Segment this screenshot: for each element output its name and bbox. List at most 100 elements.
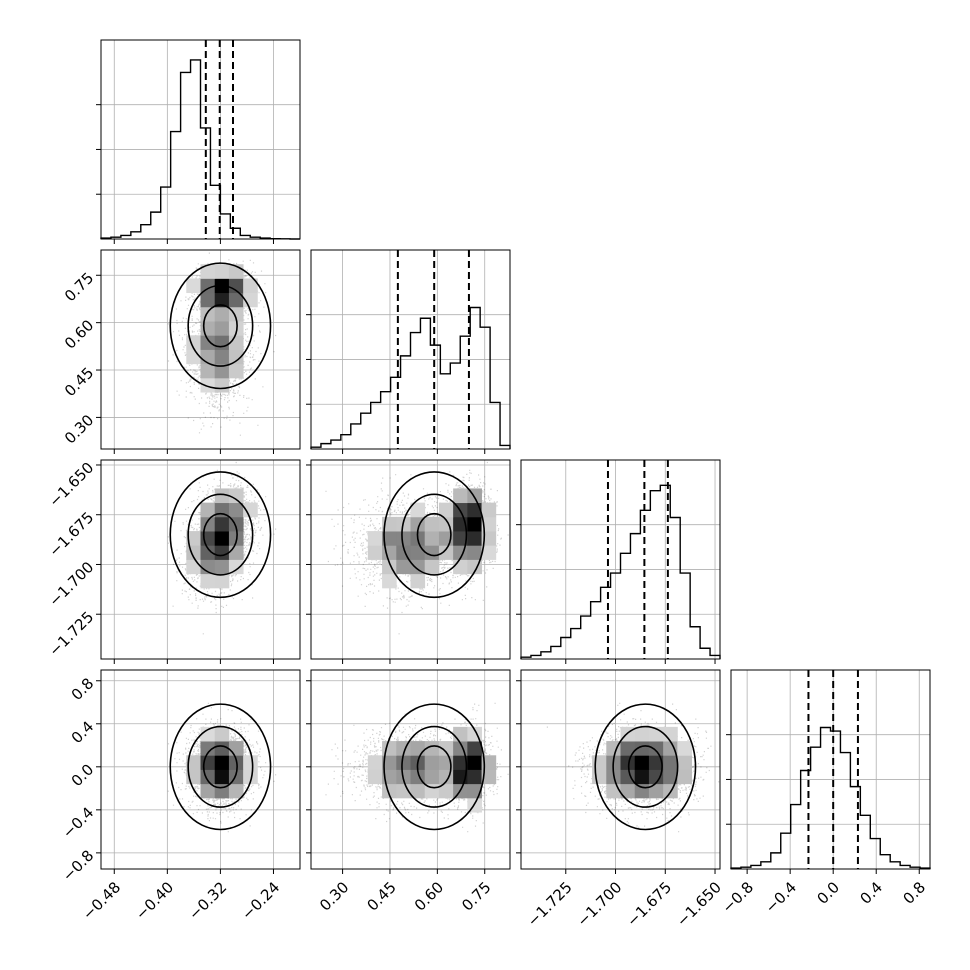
density-cell — [200, 755, 216, 770]
density-cell — [186, 755, 201, 770]
contour-2 — [202, 304, 238, 348]
contour-0 — [383, 703, 486, 831]
density-cell — [200, 363, 216, 379]
density-cell — [200, 502, 216, 518]
x-tick-label: −0.24 — [238, 878, 283, 923]
x-tick-label: −0.40 — [132, 878, 177, 923]
density-cell — [228, 783, 244, 799]
density-cell — [200, 349, 216, 365]
density-cell — [481, 531, 497, 546]
density-cell — [634, 769, 650, 785]
y-tick-label: −0.8 — [59, 847, 97, 885]
density-cell — [214, 292, 230, 308]
density-cell — [410, 783, 426, 799]
density-cell — [214, 726, 230, 742]
histogram-3 — [730, 726, 931, 869]
density-cell — [467, 741, 482, 756]
density-cell — [214, 321, 230, 336]
panel-frame — [520, 459, 721, 660]
panel-frame — [100, 249, 301, 450]
density-cell — [367, 545, 383, 560]
density-cell — [634, 783, 650, 799]
density-cell — [200, 335, 216, 350]
density-cell — [453, 726, 468, 742]
density-cell — [200, 531, 216, 546]
density-cell — [467, 783, 482, 799]
panel-frame — [310, 459, 511, 660]
density-cell — [648, 769, 664, 785]
contour-0 — [594, 703, 697, 831]
density-cell — [467, 516, 482, 532]
density-cell — [424, 769, 440, 785]
density-cell — [634, 741, 650, 756]
density-cell — [648, 755, 664, 770]
density-cell — [200, 278, 216, 294]
density-cell — [228, 502, 244, 518]
density-cell — [214, 363, 230, 379]
density-cell — [228, 488, 244, 504]
y-tick-label: 0.45 — [61, 364, 97, 400]
density-cell — [382, 783, 397, 799]
density-cell — [410, 502, 426, 518]
contour-2 — [202, 512, 238, 557]
density-cell — [410, 559, 426, 575]
x-tick-label: 0.30 — [316, 878, 352, 914]
density-cell — [438, 502, 454, 518]
density-cell — [592, 755, 607, 770]
density-cell — [396, 755, 411, 770]
histogram-1 — [310, 306, 511, 449]
density-cell — [228, 545, 244, 560]
density-cell — [634, 755, 650, 770]
density-cell — [620, 783, 636, 799]
panel-frame — [310, 249, 511, 450]
x-tick-label: −1.700 — [573, 878, 625, 930]
panel-3-2: −1.725−1.700−1.675−1.650 — [516, 669, 725, 930]
density-cell — [481, 755, 497, 770]
density-cell — [677, 769, 692, 785]
density-cell — [214, 264, 230, 279]
y-tick-label: −1.725 — [45, 608, 97, 660]
x-tick-label: −0.32 — [185, 878, 230, 923]
x-tick-label: −1.725 — [524, 878, 576, 930]
panel-frame — [520, 669, 721, 870]
density-cell — [200, 292, 216, 308]
density-cell — [186, 559, 201, 575]
density-cell — [200, 264, 216, 279]
density-cell — [663, 755, 678, 770]
density-cell — [453, 755, 468, 770]
density-cell — [634, 726, 650, 742]
density-cell — [200, 377, 216, 393]
density-cell — [214, 741, 230, 756]
density-cell — [200, 769, 216, 785]
density-cell — [438, 545, 454, 560]
density-cell — [648, 783, 664, 799]
density-cell — [481, 502, 497, 518]
density-cell — [592, 769, 607, 785]
density-cell — [663, 741, 678, 756]
density-cell — [214, 349, 230, 365]
density-cell — [214, 531, 230, 546]
density-cell — [677, 755, 692, 770]
density-cell — [438, 741, 454, 756]
density-cell — [186, 278, 201, 294]
density-cell — [467, 531, 482, 546]
x-tick-label: −0.8 — [719, 878, 757, 916]
density-cell — [453, 488, 468, 504]
density-cell — [396, 531, 411, 546]
contour-1 — [401, 493, 468, 576]
density-cell — [467, 545, 482, 560]
density-cell — [243, 502, 258, 518]
density-cell — [214, 306, 230, 322]
density-cell — [648, 741, 664, 756]
panel-2-2 — [516, 459, 721, 664]
density-cell — [382, 573, 397, 589]
density-cell — [200, 573, 216, 589]
density-cell — [367, 755, 383, 770]
y-tick-label: −1.700 — [45, 558, 97, 610]
histogram-0 — [100, 59, 300, 240]
contour-2 — [627, 745, 663, 789]
panel-3-0: −0.48 −0.40 −0.32 −0.24 −0.8 −0.4 0.0 0.4 0.8 — [59, 669, 301, 923]
density-cell — [410, 573, 426, 589]
density-cell — [214, 545, 230, 560]
